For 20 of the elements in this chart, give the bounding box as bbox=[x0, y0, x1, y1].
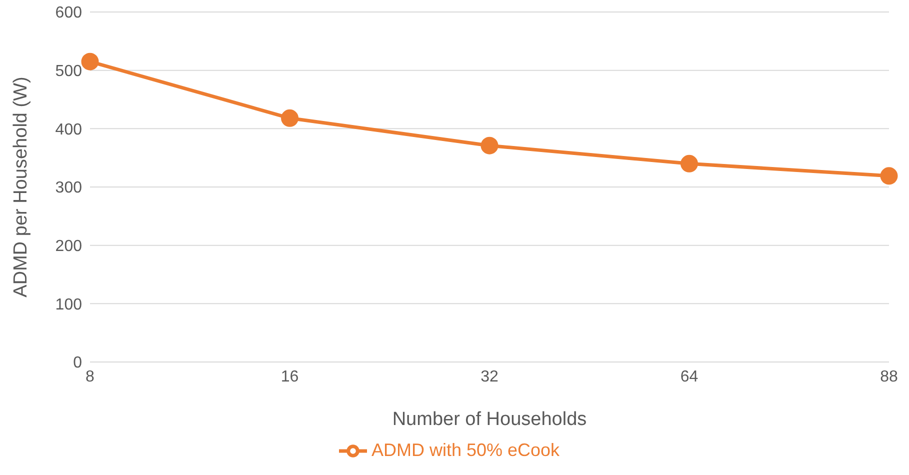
point bbox=[281, 109, 298, 127]
x-tick-label: 88 bbox=[880, 368, 898, 386]
y-tick-label: 0 bbox=[73, 354, 82, 372]
x-tick-label: 16 bbox=[280, 368, 299, 386]
y-tick-label: 600 bbox=[55, 4, 82, 22]
y-tick-label: 400 bbox=[55, 121, 82, 138]
x-axis-title: Number of Households bbox=[392, 409, 587, 430]
point bbox=[880, 167, 898, 185]
y-tick-label: 500 bbox=[55, 63, 82, 80]
x-tick-label: 8 bbox=[86, 368, 95, 386]
y-tick-label: 200 bbox=[55, 238, 82, 256]
y-tick-label: 100 bbox=[55, 296, 82, 314]
legend-label: ADMD with 50% eCook bbox=[371, 440, 560, 460]
x-tick-label: 32 bbox=[480, 368, 498, 386]
point bbox=[680, 154, 698, 172]
y-tick-label: 300 bbox=[55, 180, 82, 197]
point bbox=[480, 136, 498, 154]
x-tick-label: 64 bbox=[680, 368, 698, 386]
y-axis-title: ADMD per Household (W) bbox=[10, 76, 32, 298]
point bbox=[81, 52, 99, 70]
